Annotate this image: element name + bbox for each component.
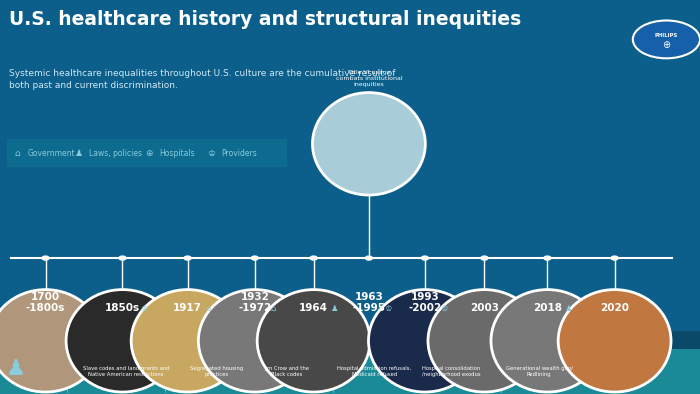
Circle shape (251, 256, 258, 260)
FancyBboxPatch shape (0, 331, 700, 349)
Text: ♟: ♟ (6, 359, 25, 379)
Circle shape (481, 256, 488, 260)
Text: 1700
-1800s: 1700 -1800s (26, 292, 65, 313)
Text: Jim Crow and the
Black codes: Jim Crow and the Black codes (265, 366, 309, 377)
Ellipse shape (131, 290, 244, 392)
Ellipse shape (66, 290, 179, 392)
Ellipse shape (257, 290, 370, 392)
Circle shape (633, 20, 700, 58)
Text: ♔: ♔ (140, 304, 148, 313)
Circle shape (421, 256, 428, 260)
Text: ♟: ♟ (331, 304, 339, 313)
Ellipse shape (198, 290, 312, 392)
Text: ♟: ♟ (565, 304, 573, 313)
Text: ⊕: ⊕ (662, 40, 671, 50)
Text: Hospital consolidation
/neighborhood exodus: Hospital consolidation /neighborhood exo… (422, 366, 481, 377)
Circle shape (544, 256, 551, 260)
Text: 2003: 2003 (470, 303, 499, 313)
Circle shape (611, 256, 618, 260)
Text: 1964: 1964 (299, 303, 328, 313)
Text: Title VI usage
combats institutional
inequities: Title VI usage combats institutional ine… (335, 70, 402, 87)
Text: U.S. healthcare history and structural inequities: U.S. healthcare history and structural i… (9, 10, 522, 29)
Text: Government: Government (28, 149, 76, 158)
Text: 2020: 2020 (600, 303, 629, 313)
Text: Slave codes and land grants and
Native American restrictions: Slave codes and land grants and Native A… (83, 366, 169, 377)
Text: 1917: 1917 (173, 303, 202, 313)
Circle shape (42, 256, 49, 260)
Text: ⊕: ⊕ (146, 149, 153, 158)
Text: ♔: ♔ (207, 149, 216, 158)
Text: 2018: 2018 (533, 303, 562, 313)
Circle shape (119, 256, 126, 260)
Text: ⌂: ⌂ (205, 304, 211, 313)
Text: PHILIPS: PHILIPS (654, 33, 678, 38)
Ellipse shape (428, 290, 541, 392)
Text: Hospital admission refusals,
Medicaid refused: Hospital admission refusals, Medicaid re… (337, 366, 412, 377)
Text: Laws, policies: Laws, policies (89, 149, 142, 158)
Text: Hospitals: Hospitals (160, 149, 195, 158)
Circle shape (184, 256, 191, 260)
Ellipse shape (368, 290, 482, 392)
Text: Providers: Providers (221, 149, 257, 158)
Text: 1963
-1995: 1963 -1995 (352, 292, 386, 313)
FancyBboxPatch shape (7, 139, 287, 167)
Text: ⌂: ⌂ (270, 304, 276, 313)
Text: ⌂: ⌂ (14, 149, 20, 158)
Text: Segregated housing
practices: Segregated housing practices (190, 366, 244, 377)
Text: ♔: ♔ (440, 304, 448, 313)
Ellipse shape (0, 290, 102, 392)
Text: ♔: ♔ (384, 304, 392, 313)
Text: 1993
-2002: 1993 -2002 (408, 292, 442, 313)
FancyBboxPatch shape (0, 349, 700, 394)
Ellipse shape (312, 93, 426, 195)
Text: 1850s: 1850s (105, 303, 140, 313)
Text: Generational wealth gap/
Redlining: Generational wealth gap/ Redlining (505, 366, 573, 377)
Ellipse shape (491, 290, 604, 392)
Circle shape (365, 256, 372, 260)
Ellipse shape (558, 290, 671, 392)
Text: Systemic healthcare inequalities throughout U.S. culture are the cumulative resu: Systemic healthcare inequalities through… (9, 69, 396, 90)
Text: 1932
-1972: 1932 -1972 (238, 292, 272, 313)
Text: ♟: ♟ (75, 149, 83, 158)
Circle shape (310, 256, 317, 260)
